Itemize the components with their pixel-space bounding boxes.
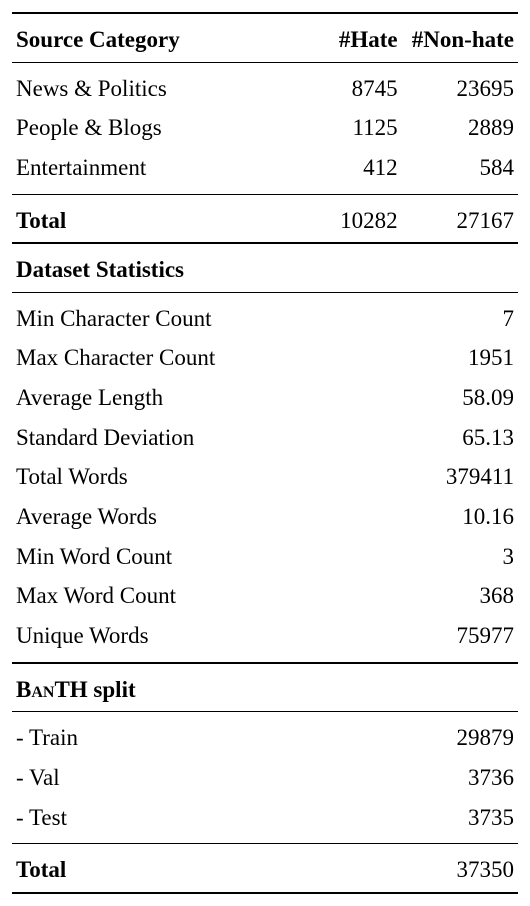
category-name: News & Politics	[12, 62, 300, 108]
split-total-label: Total	[12, 844, 402, 893]
stat-value: 7	[402, 292, 518, 338]
total-label: Total	[12, 194, 300, 243]
table-row: - Val 3736	[12, 758, 518, 798]
split-value: 3735	[402, 798, 518, 844]
category-hate: 412	[300, 148, 401, 194]
category-name: Entertainment	[12, 148, 300, 194]
stat-label: Min Word Count	[12, 537, 402, 577]
stat-value: 379411	[402, 457, 518, 497]
table-row: Max Character Count 1951	[12, 338, 518, 378]
stat-value: 58.09	[402, 378, 518, 418]
table-row: Min Character Count 7	[12, 292, 518, 338]
total-nonhate: 27167	[402, 194, 518, 243]
table-row: Max Word Count 368	[12, 576, 518, 616]
category-nonhate: 23695	[402, 62, 518, 108]
table-row: Min Word Count 3	[12, 537, 518, 577]
split-value: 3736	[402, 758, 518, 798]
stats-header-row: Dataset Statistics	[12, 243, 518, 292]
stat-value: 3	[402, 537, 518, 577]
split-header-rest: TH split	[54, 677, 135, 702]
split-value: 29879	[402, 712, 518, 758]
header-nonhate: #Non-hate	[402, 13, 518, 62]
split-header-prefix: Ban	[16, 677, 54, 702]
split-label: - Test	[12, 798, 402, 844]
category-hate: 1125	[300, 108, 401, 148]
split-label: - Train	[12, 712, 402, 758]
category-nonhate: 584	[402, 148, 518, 194]
stat-value: 65.13	[402, 418, 518, 458]
stat-label: Standard Deviation	[12, 418, 402, 458]
header-hate: #Hate	[300, 13, 401, 62]
table-row: Total Words 379411	[12, 457, 518, 497]
header-row: Source Category #Hate #Non-hate	[12, 13, 518, 62]
category-total-row: Total 10282 27167	[12, 194, 518, 243]
stat-label: Min Character Count	[12, 292, 402, 338]
table-row: - Train 29879	[12, 712, 518, 758]
stat-label: Average Words	[12, 497, 402, 537]
stat-value: 75977	[402, 616, 518, 663]
split-header: BanTH split	[12, 663, 518, 712]
table-row: - Test 3735	[12, 798, 518, 844]
table-row: Average Words 10.16	[12, 497, 518, 537]
split-total-value: 37350	[402, 844, 518, 893]
total-hate: 10282	[300, 194, 401, 243]
split-total-row: Total 37350	[12, 844, 518, 893]
category-name: People & Blogs	[12, 108, 300, 148]
category-nonhate: 2889	[402, 108, 518, 148]
stat-label: Max Character Count	[12, 338, 402, 378]
stat-label: Average Length	[12, 378, 402, 418]
table-row: News & Politics 8745 23695	[12, 62, 518, 108]
table-row: Average Length 58.09	[12, 378, 518, 418]
stat-label: Total Words	[12, 457, 402, 497]
stat-label: Max Word Count	[12, 576, 402, 616]
category-hate: 8745	[300, 62, 401, 108]
stat-value: 1951	[402, 338, 518, 378]
table-row: Unique Words 75977	[12, 616, 518, 663]
dataset-table: Source Category #Hate #Non-hate News & P…	[12, 12, 518, 894]
stat-value: 368	[402, 576, 518, 616]
stats-header: Dataset Statistics	[12, 243, 518, 292]
table-row: People & Blogs 1125 2889	[12, 108, 518, 148]
table-row: Entertainment 412 584	[12, 148, 518, 194]
table-row: Standard Deviation 65.13	[12, 418, 518, 458]
split-label: - Val	[12, 758, 402, 798]
stat-label: Unique Words	[12, 616, 402, 663]
split-header-row: BanTH split	[12, 663, 518, 712]
header-source-category: Source Category	[12, 13, 300, 62]
stat-value: 10.16	[402, 497, 518, 537]
